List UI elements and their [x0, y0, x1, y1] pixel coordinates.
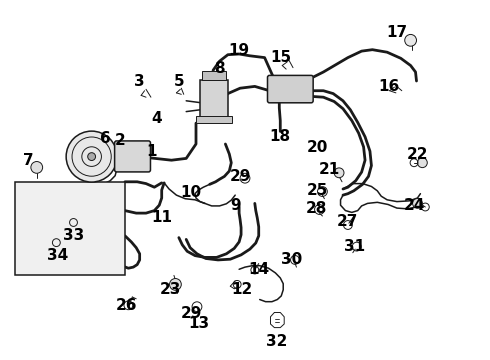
- Text: 24: 24: [403, 198, 425, 213]
- Text: 34: 34: [47, 248, 69, 263]
- Text: 19: 19: [228, 43, 250, 58]
- Text: 27: 27: [337, 214, 359, 229]
- Text: 28: 28: [305, 201, 327, 216]
- Text: 23: 23: [159, 282, 181, 297]
- Text: 29: 29: [180, 306, 202, 321]
- Text: 3: 3: [134, 73, 145, 89]
- Text: 1: 1: [147, 144, 157, 159]
- Circle shape: [405, 35, 416, 46]
- Text: 6: 6: [100, 131, 111, 146]
- Circle shape: [31, 162, 43, 173]
- Text: 21: 21: [318, 162, 340, 177]
- Text: 26: 26: [116, 298, 137, 314]
- Text: 17: 17: [386, 25, 408, 40]
- Text: 2: 2: [115, 133, 125, 148]
- Text: 9: 9: [230, 198, 241, 213]
- Circle shape: [334, 168, 344, 178]
- Text: 14: 14: [248, 262, 270, 278]
- Text: 4: 4: [151, 111, 162, 126]
- Text: 5: 5: [173, 73, 184, 89]
- Text: 32: 32: [266, 334, 288, 350]
- Text: 10: 10: [180, 185, 202, 200]
- Text: 18: 18: [270, 129, 291, 144]
- Text: 7: 7: [23, 153, 34, 168]
- Bar: [200, 80, 228, 118]
- Text: 33: 33: [63, 228, 84, 243]
- FancyBboxPatch shape: [268, 75, 313, 103]
- Text: 22: 22: [407, 147, 428, 162]
- Circle shape: [88, 153, 96, 161]
- Text: 12: 12: [231, 282, 253, 297]
- Circle shape: [413, 198, 422, 208]
- Text: 20: 20: [307, 140, 328, 155]
- Bar: [196, 116, 232, 123]
- Bar: [202, 71, 226, 80]
- Circle shape: [417, 158, 427, 168]
- Text: 30: 30: [281, 252, 302, 267]
- Text: 8: 8: [214, 61, 225, 76]
- Text: 25: 25: [307, 183, 328, 198]
- Bar: [15, 182, 125, 275]
- Text: 13: 13: [188, 316, 209, 332]
- Text: 31: 31: [344, 239, 366, 254]
- Circle shape: [170, 279, 181, 290]
- Text: 29: 29: [229, 169, 251, 184]
- Text: 16: 16: [378, 79, 399, 94]
- Text: 11: 11: [151, 210, 172, 225]
- FancyBboxPatch shape: [115, 141, 150, 172]
- Text: 15: 15: [270, 50, 292, 65]
- Circle shape: [66, 131, 117, 182]
